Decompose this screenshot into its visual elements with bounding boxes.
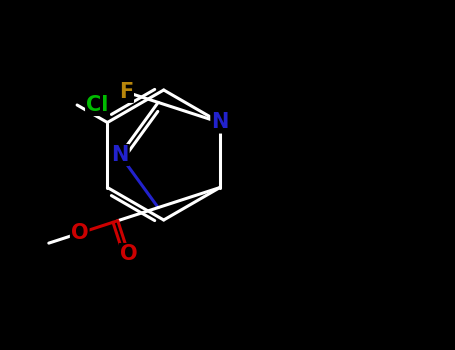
Text: N: N — [111, 145, 129, 165]
Text: O: O — [71, 223, 89, 243]
Text: O: O — [120, 244, 137, 264]
Text: N: N — [211, 112, 229, 133]
Text: Cl: Cl — [86, 95, 108, 115]
Text: F: F — [119, 82, 133, 102]
